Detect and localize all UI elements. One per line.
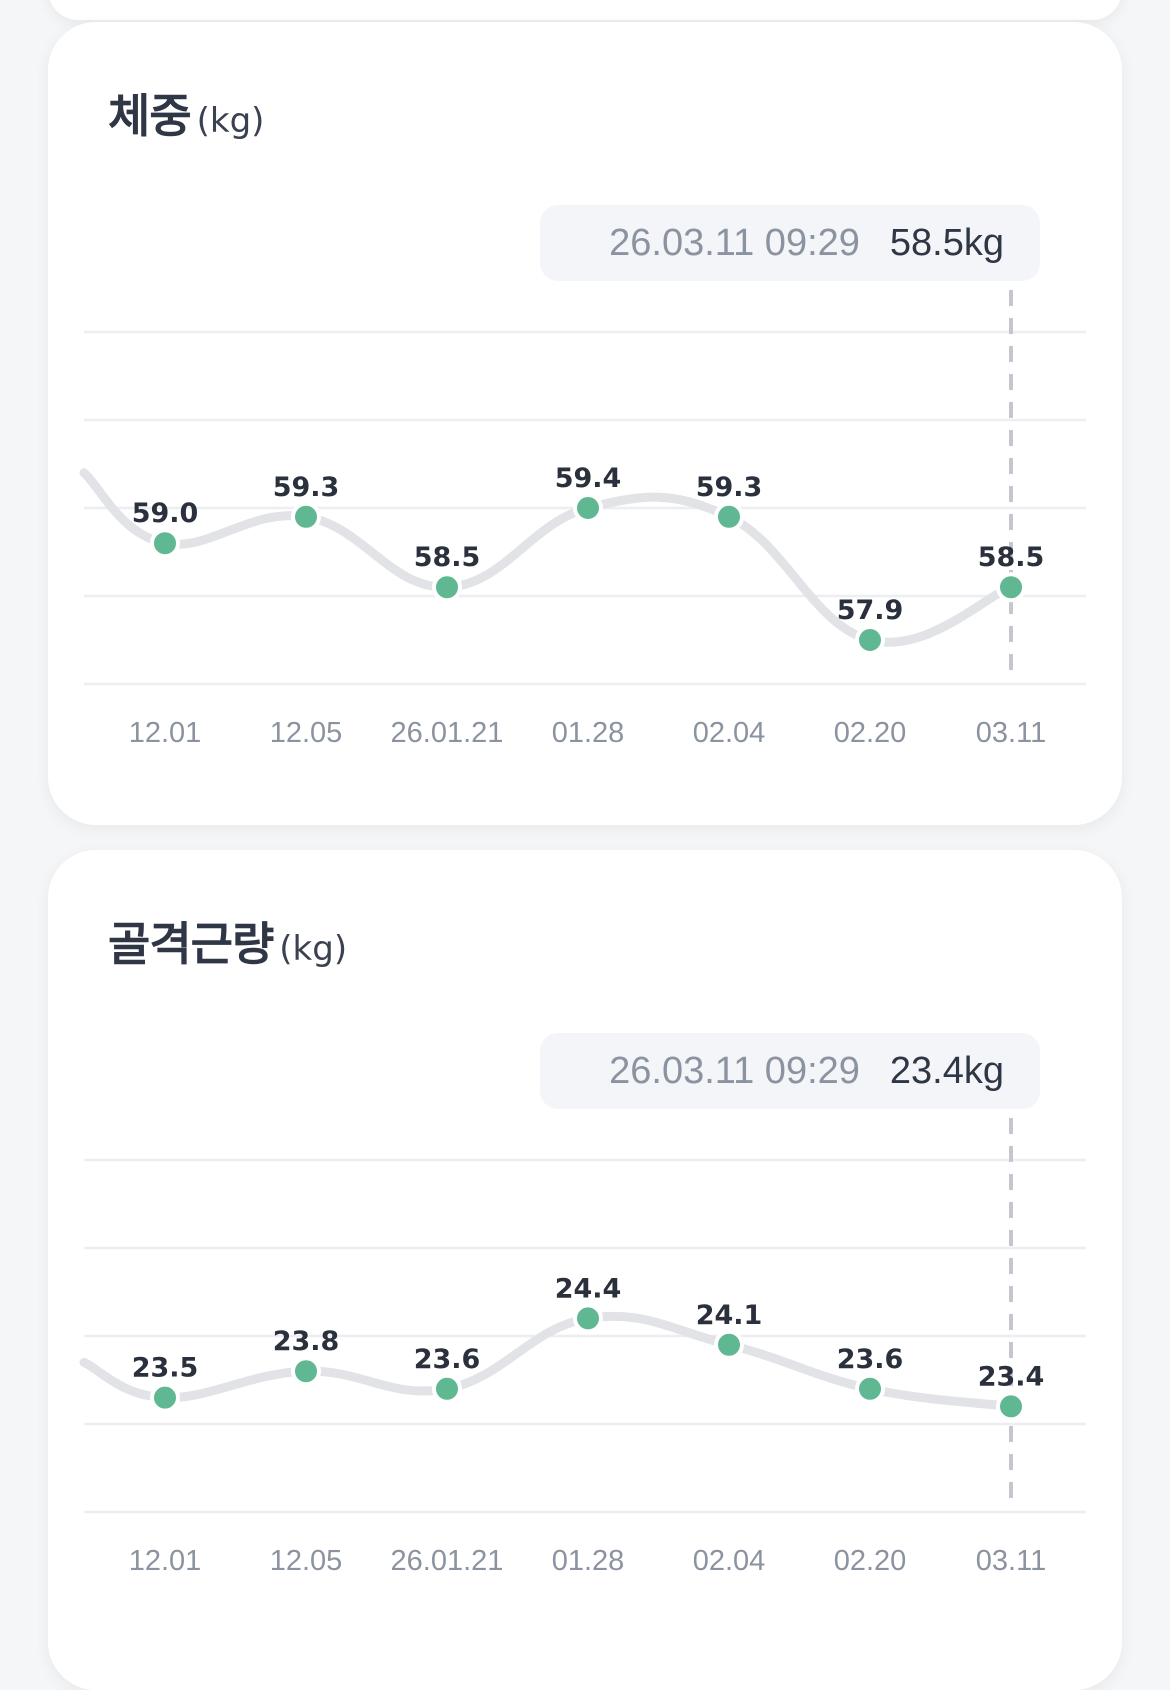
data-label: 59.4 xyxy=(555,463,622,494)
card-title: 골격근량 (kg) xyxy=(108,908,347,974)
data-point xyxy=(996,572,1026,603)
series-line xyxy=(79,468,1016,647)
x-tick-label: 02.04 xyxy=(693,717,766,749)
x-tick-label: 12.01 xyxy=(129,717,202,749)
data-point xyxy=(996,1391,1026,1422)
selected-point-tooltip: 26.03.11 09:29 58.5kg xyxy=(540,205,1040,281)
card-title-text: 골격근량 xyxy=(108,917,274,971)
data-label: 58.5 xyxy=(978,542,1045,573)
gridlines xyxy=(84,1158,1086,1514)
data-point xyxy=(855,625,885,655)
x-tick-label: 12.05 xyxy=(270,717,343,749)
data-label: 23.4 xyxy=(978,1361,1045,1392)
x-tick-label: 12.05 xyxy=(270,1545,343,1577)
data-point xyxy=(573,1303,603,1334)
data-point xyxy=(714,501,744,532)
data-point xyxy=(714,1329,744,1360)
x-tick-label: 01.28 xyxy=(552,1545,625,1577)
data-point xyxy=(291,501,321,532)
tooltip-date: 26.03.11 09:29 xyxy=(609,1049,860,1092)
data-label: 59.0 xyxy=(132,498,199,529)
data-point xyxy=(573,493,603,523)
skeletal-muscle-card: 골격근량 (kg) 23.5 23.8 23.6 24.4 24.1 23.6 23.4 12.… xyxy=(48,850,1122,1690)
data-label: 23.6 xyxy=(414,1344,481,1375)
data-label: 58.5 xyxy=(414,542,481,573)
data-label: 57.9 xyxy=(837,595,904,626)
data-label: 24.1 xyxy=(696,1300,763,1331)
data-label: 23.6 xyxy=(837,1344,904,1375)
data-label: 23.5 xyxy=(132,1353,199,1384)
selected-point-tooltip: 26.03.11 09:29 23.4kg xyxy=(540,1033,1040,1109)
x-tick-label: 12.01 xyxy=(129,1545,202,1577)
card-title-text: 체중 xyxy=(108,89,192,143)
weight-chart[interactable]: 59.0 59.3 58.5 59.4 59.3 57.9 58.5 12.01 12.05 26… xyxy=(48,22,1122,825)
weight-card: 체중 (kg) 59.0 59.3 58.5 59.4 59.3 57.9 58.5 12.01… xyxy=(48,22,1122,825)
x-tick-label: 02.04 xyxy=(693,1545,766,1577)
x-tick-label: 26.01.21 xyxy=(391,1545,504,1577)
tooltip-value: 58.5kg xyxy=(889,221,1004,264)
data-label: 59.3 xyxy=(273,472,340,503)
x-tick-label: 02.20 xyxy=(834,1545,907,1577)
tooltip-date: 26.03.11 09:29 xyxy=(609,221,860,264)
tooltip-value: 23.4kg xyxy=(889,1049,1004,1092)
previous-card-edge xyxy=(48,0,1122,20)
x-tick-label: 03.11 xyxy=(976,717,1046,749)
x-tick-label: 01.28 xyxy=(552,717,625,749)
skeletal-muscle-chart[interactable]: 23.5 23.8 23.6 24.4 24.1 23.6 23.4 12.01 12.05 26… xyxy=(48,850,1122,1690)
data-point xyxy=(855,1373,885,1404)
x-tick-label: 03.11 xyxy=(976,1545,1046,1577)
data-point xyxy=(150,1382,180,1413)
card-title-unit: (kg) xyxy=(279,929,348,969)
data-label: 59.3 xyxy=(696,472,763,503)
data-point xyxy=(432,1373,462,1404)
x-tick-label: 02.20 xyxy=(834,717,907,749)
x-tick-label: 26.01.21 xyxy=(391,717,504,749)
data-point xyxy=(150,528,180,559)
data-point xyxy=(291,1356,321,1387)
card-title-unit: (kg) xyxy=(196,101,265,141)
card-title: 체중 (kg) xyxy=(108,80,264,146)
data-label: 23.8 xyxy=(273,1326,340,1357)
series-line xyxy=(79,1311,1016,1411)
data-point xyxy=(432,572,462,603)
data-label: 24.4 xyxy=(555,1273,622,1304)
